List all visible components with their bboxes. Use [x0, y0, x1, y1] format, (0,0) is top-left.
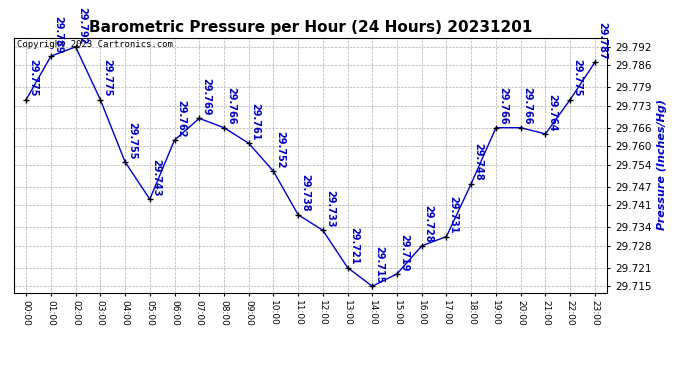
Text: 29.766: 29.766 — [522, 87, 533, 125]
Text: 29.775: 29.775 — [28, 59, 38, 97]
Text: 29.775: 29.775 — [572, 59, 582, 97]
Text: 29.787: 29.787 — [597, 22, 607, 60]
Title: Barometric Pressure per Hour (24 Hours) 20231201: Barometric Pressure per Hour (24 Hours) … — [89, 20, 532, 35]
Text: 29.762: 29.762 — [177, 100, 186, 137]
Text: 29.789: 29.789 — [53, 16, 63, 53]
Text: 29.792: 29.792 — [77, 6, 88, 44]
Text: 29.738: 29.738 — [300, 174, 310, 212]
Text: 29.731: 29.731 — [448, 196, 458, 234]
Text: 29.748: 29.748 — [473, 143, 483, 181]
Text: 29.733: 29.733 — [325, 190, 335, 228]
Text: 29.743: 29.743 — [152, 159, 161, 196]
Text: 29.769: 29.769 — [201, 78, 211, 116]
Text: 29.764: 29.764 — [547, 94, 558, 131]
Text: 29.761: 29.761 — [250, 103, 261, 141]
Text: 29.766: 29.766 — [226, 87, 236, 125]
Text: 29.728: 29.728 — [424, 206, 434, 243]
Y-axis label: Pressure (Inches/Hg): Pressure (Inches/Hg) — [657, 99, 667, 231]
Text: 29.721: 29.721 — [350, 227, 359, 265]
Text: 29.715: 29.715 — [374, 246, 384, 284]
Text: 29.719: 29.719 — [399, 234, 409, 271]
Text: 29.755: 29.755 — [127, 122, 137, 159]
Text: 29.766: 29.766 — [498, 87, 508, 125]
Text: 29.775: 29.775 — [102, 59, 112, 97]
Text: Copyright 2023 Cartronics.com: Copyright 2023 Cartronics.com — [17, 40, 172, 49]
Text: 29.752: 29.752 — [275, 131, 286, 168]
